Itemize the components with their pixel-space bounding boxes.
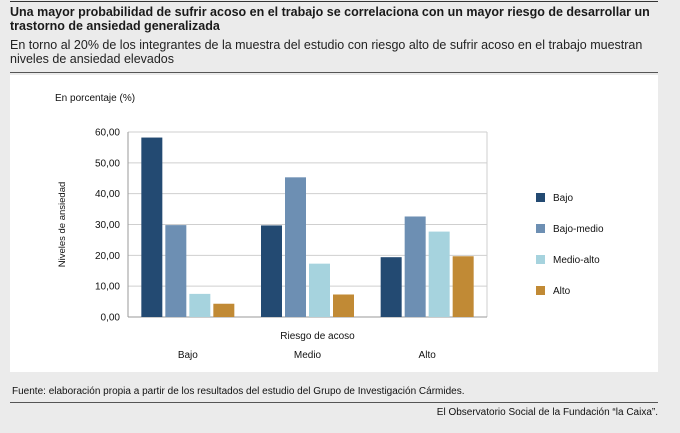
bar-bajo-alto [380,257,402,317]
bar-bajo-medio-medio [285,177,306,317]
y-tick-label: 0,00 [101,313,121,324]
credit-line: El Observatorio Social de la Fundación “… [436,407,658,418]
bar-medio-alto-alto [428,231,450,317]
bar-bajo-medio-alto [404,216,426,317]
x-axis-title: Riesgo de acoso [280,331,355,342]
y-tick-label: 30,00 [95,220,120,231]
legend-swatch [536,193,545,202]
legend-label: Bajo [553,193,573,204]
y-tick-label: 40,00 [95,189,120,200]
legend-swatch [536,255,545,264]
subtitle-rule [10,72,658,73]
bar-alto-medio [333,294,354,317]
bar-bajo-bajo [141,137,163,317]
bar-bajo-medio [261,225,282,317]
y-tick-label: 10,00 [95,282,120,293]
y-axis-title: Niveles de ansiedad [57,182,68,268]
legend-swatch [536,224,545,233]
legend-label: Alto [553,286,571,297]
source-note: Fuente: elaboración propia a partir de l… [12,386,465,397]
bar-alto-alto [452,256,474,317]
y-tick-label: 20,00 [95,251,120,262]
chart-panel: En porcentaje (%) 0,00 10,00 20,00 30,00 40,0… [10,75,658,372]
x-category-label: Alto [419,350,437,361]
chart-title: Una mayor probabilidad de sufrir acoso e… [10,5,650,33]
legend-label: Bajo-medio [553,224,604,235]
bar-bajo-medio-bajo [165,225,187,317]
bar-alto-bajo [213,303,235,317]
bar-medio-alto-medio [309,263,330,317]
chart-subtitle: En torno al 20% de los integrantes de la… [10,38,643,66]
bar-medio-alto-bajo [189,293,211,317]
y-tick-label: 60,00 [95,128,120,139]
y-tick-label: 50,00 [95,158,120,169]
legend-swatch [536,286,545,295]
x-category-label: Bajo [178,350,198,361]
legend-label: Medio-alto [553,255,600,266]
top-rule [10,1,658,2]
bottom-rule [10,402,658,403]
x-category-label: Medio [294,350,322,361]
unit-label: En porcentaje (%) [55,93,135,104]
bar-chart: En porcentaje (%) 0,00 10,00 20,00 30,00 40,0… [55,93,604,361]
